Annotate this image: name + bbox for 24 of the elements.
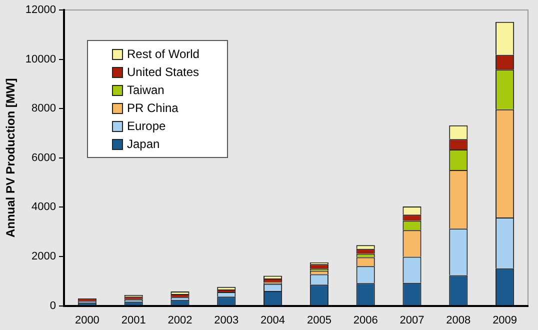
y-tick-label: 6000 (32, 152, 56, 164)
y-tick-label: 12000 (25, 4, 56, 16)
x-tick-label: 2002 (168, 314, 192, 326)
y-tick-label: 0 (50, 300, 56, 312)
y-axis-title: Annual PV Production [MW] (4, 78, 18, 238)
x-tick-label: 2000 (74, 314, 100, 326)
legend-label: Rest of World (127, 47, 200, 61)
x-tick-label: 2008 (446, 314, 471, 326)
y-tick-label: 10000 (25, 53, 56, 66)
y-tick-label: 4000 (32, 201, 56, 214)
x-tick-label: 2007 (400, 314, 424, 326)
y-tick-label: 2000 (32, 250, 56, 263)
x-tick-label: 2004 (260, 314, 286, 326)
y-tick-label: 8000 (32, 102, 56, 115)
x-tick-label: 2009 (492, 314, 518, 326)
x-tick-label: 2003 (214, 314, 239, 326)
x-tick-label: 2006 (353, 314, 378, 326)
legend-label: Europe (127, 119, 166, 133)
legend-label: PR China (127, 101, 178, 115)
legend-label: Taiwan (127, 83, 164, 97)
x-tick-label: 2005 (306, 314, 332, 326)
legend-label: United States (127, 65, 200, 79)
legend-label: Japan (127, 137, 160, 151)
x-tick-label: 2001 (121, 314, 146, 326)
